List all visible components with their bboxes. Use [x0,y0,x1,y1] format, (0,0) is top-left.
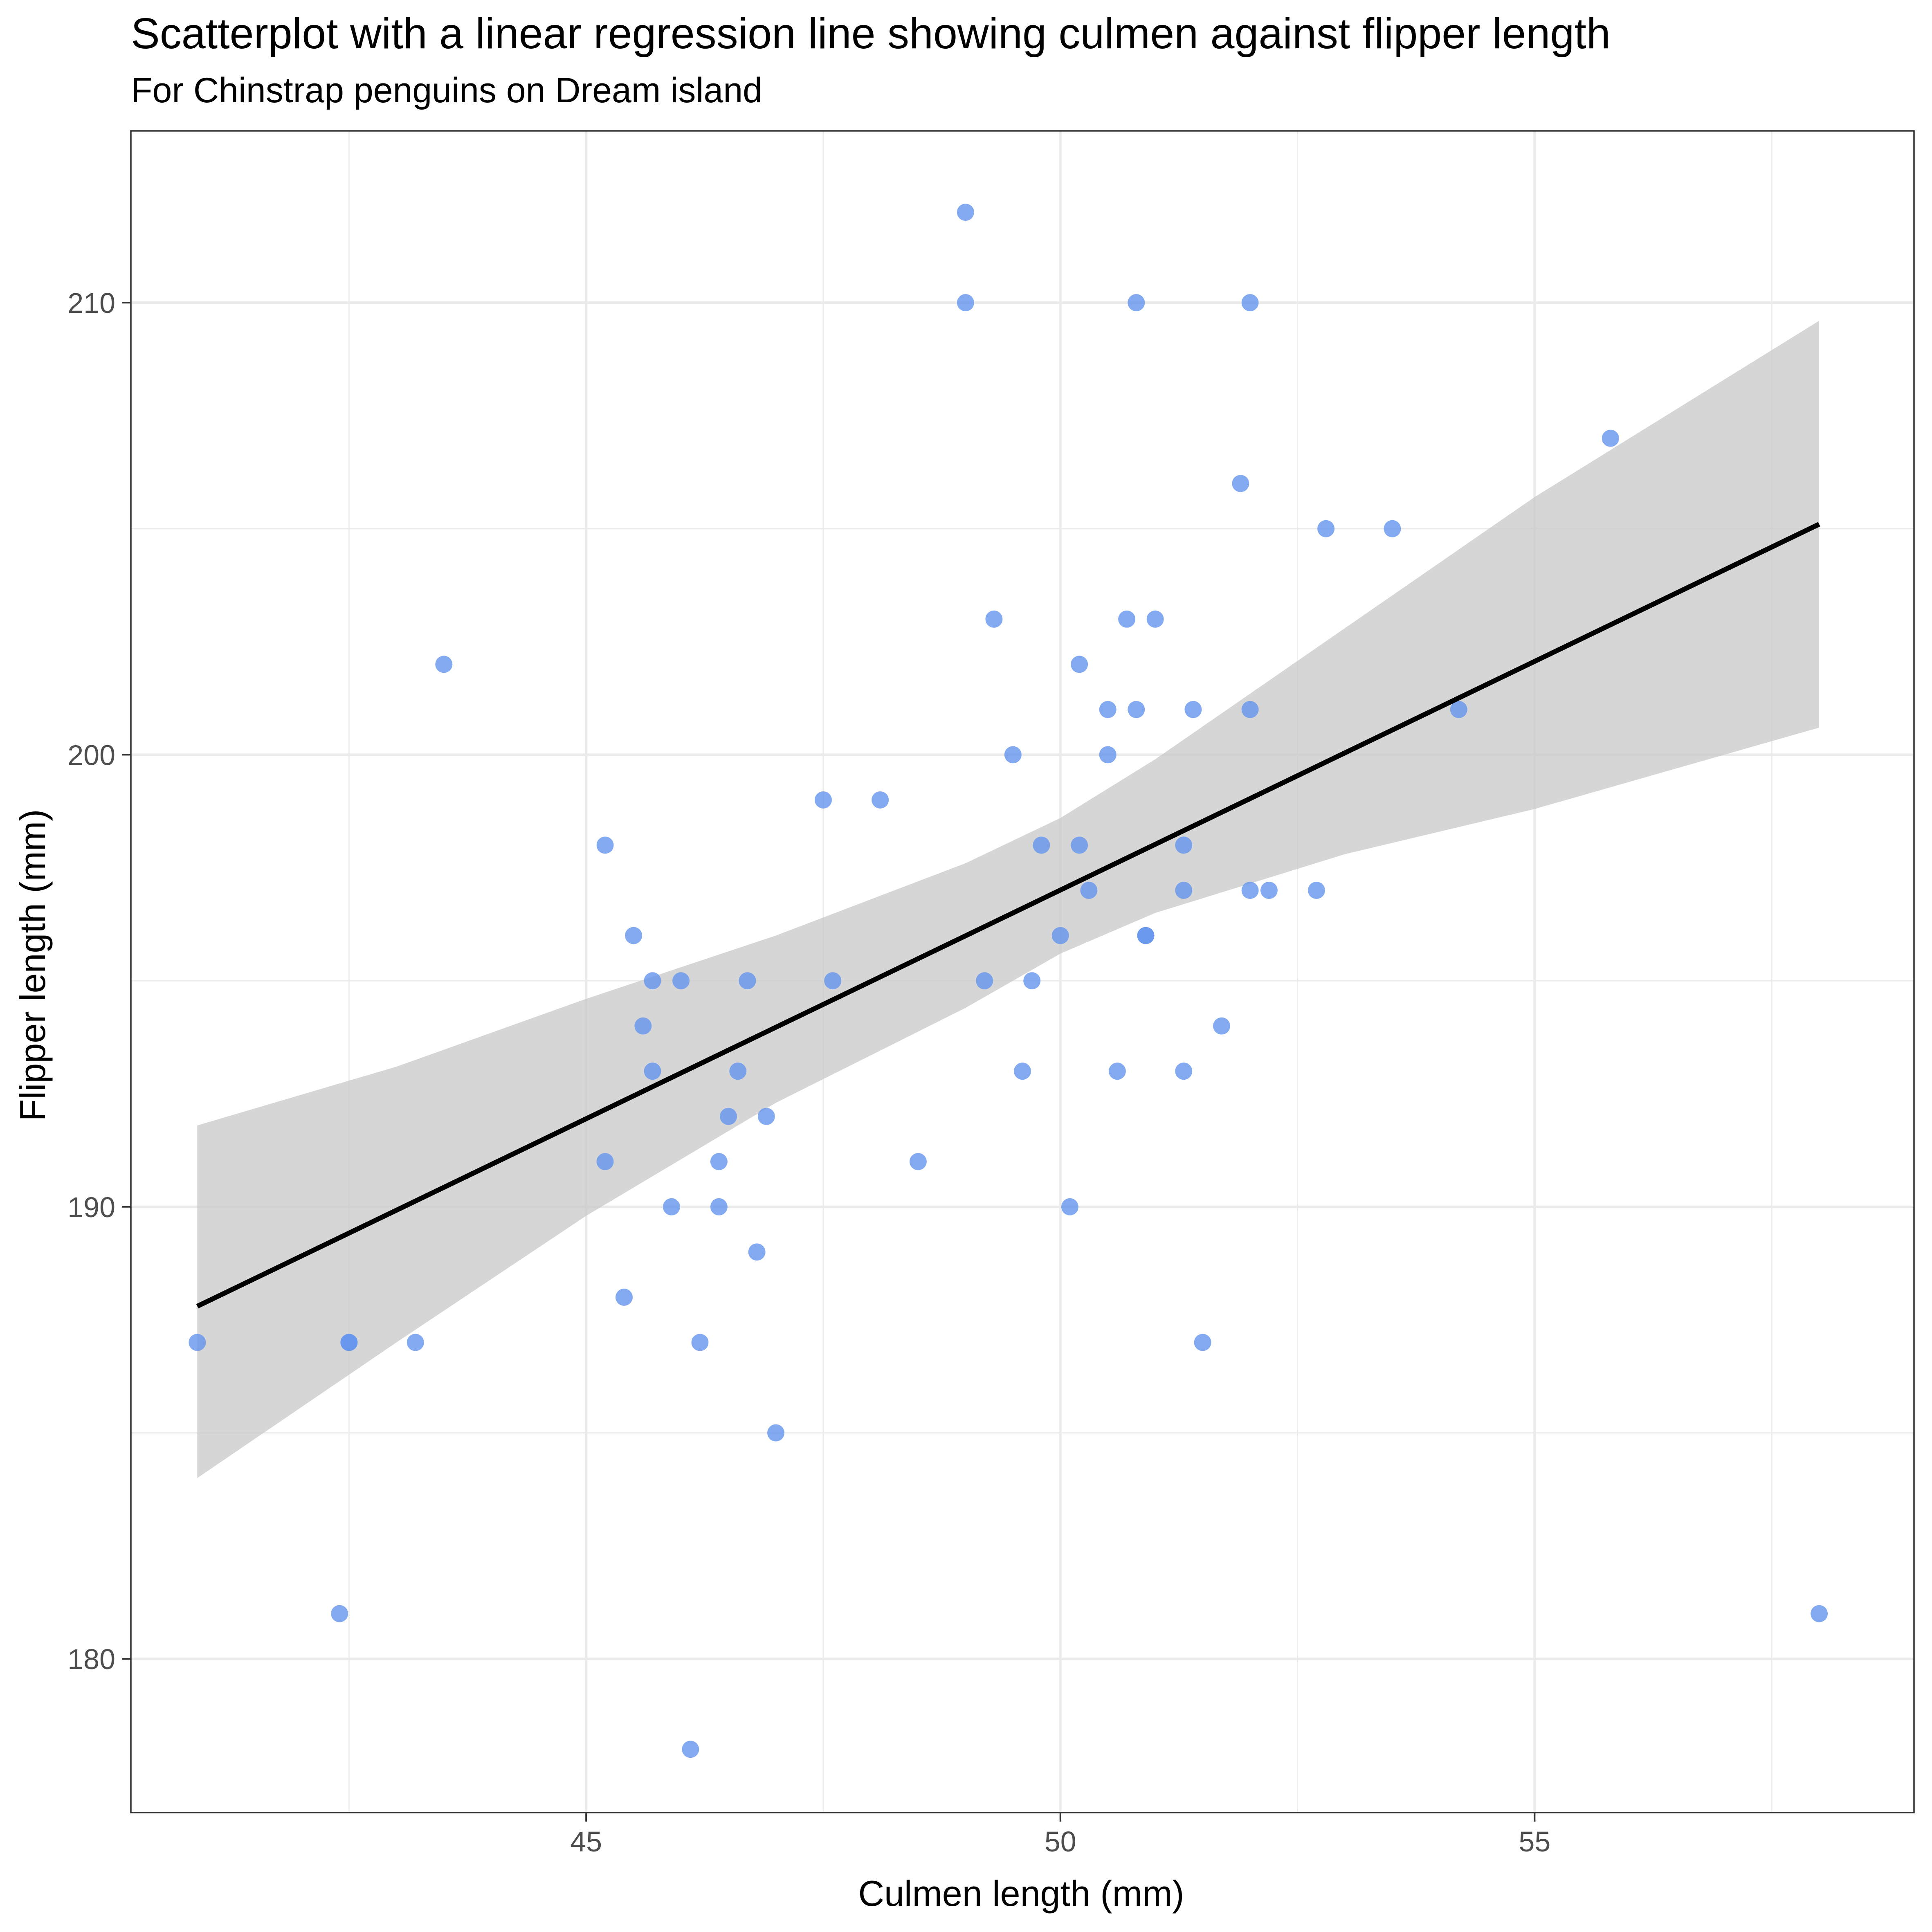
data-points [189,203,1828,1758]
data-point [824,972,842,990]
data-point [1175,836,1193,854]
data-point [1194,1334,1211,1351]
data-point [1137,927,1155,944]
data-point [1241,294,1259,312]
data-point [957,203,974,221]
data-point [814,791,832,809]
data-point [1014,1063,1031,1080]
data-point [331,1605,348,1622]
y-tick-label: 210 [67,287,115,319]
data-point [625,927,643,944]
data-point [729,1063,747,1080]
data-point [691,1334,709,1351]
data-point [1061,1198,1078,1215]
data-point [672,972,690,990]
data-point [1071,656,1088,673]
data-point [710,1198,728,1215]
data-point [1241,882,1259,899]
data-point [1232,475,1249,492]
data-point [1184,701,1202,718]
data-point [739,972,756,990]
data-point [757,1108,775,1125]
data-point [1128,294,1145,312]
regression-line [196,522,1820,1309]
confidence-band-layer [197,321,1820,1478]
data-point [682,1741,699,1758]
data-point [1260,882,1278,899]
data-point [644,972,661,990]
data-point [1118,610,1136,628]
data-point [1384,520,1401,537]
data-point [957,294,974,312]
data-point [435,656,453,673]
data-point [976,972,993,990]
data-point [644,1063,661,1080]
data-point [615,1288,633,1306]
data-point [1307,882,1325,899]
data-point [1811,1605,1828,1622]
y-tick-label: 190 [67,1191,115,1223]
y-tick-label: 180 [67,1643,115,1675]
data-point [1071,836,1088,854]
data-point [1004,746,1022,764]
panel-border [130,130,1915,1813]
data-point [985,610,1003,628]
data-point [909,1153,927,1170]
chart-title: Scatterplot with a linear regression lin… [131,9,1611,58]
confidence-band [197,321,1820,1478]
data-point [663,1198,680,1215]
data-point [1602,429,1619,447]
data-point [1213,1017,1231,1035]
data-point [634,1017,652,1035]
data-point [1128,701,1145,718]
data-point [720,1108,737,1125]
data-point [596,836,614,854]
data-point [1099,746,1117,764]
data-point [767,1424,785,1442]
data-point [407,1334,424,1351]
data-point [1175,1063,1193,1080]
regression-line-layer [196,522,1820,1309]
x-tick-label: 50 [1045,1826,1076,1858]
x-axis: 45 50 55 [570,1813,1550,1858]
data-point [872,791,889,809]
data-point [1146,610,1164,628]
data-point [1099,701,1117,718]
data-point [1241,701,1259,718]
x-axis-title: Culmen length (mm) [858,1873,1184,1914]
data-point [748,1243,766,1261]
x-tick-label: 45 [570,1826,602,1858]
data-point [340,1334,358,1351]
data-point [1033,836,1050,854]
data-point [1450,701,1467,718]
data-point [1023,972,1041,990]
data-point [189,1334,206,1351]
y-axis: 180 190 200 210 [67,287,131,1675]
data-point [710,1153,728,1170]
data-point [1317,520,1335,537]
y-axis-title: Flipper length (mm) [12,809,53,1121]
grid-lines [131,131,1914,1813]
y-tick-label: 200 [67,739,115,771]
x-tick-label: 55 [1519,1826,1550,1858]
data-point [596,1153,614,1170]
chart-subtitle: For Chinstrap penguins on Dream island [131,71,762,110]
data-point [1175,882,1193,899]
data-point [1080,882,1098,899]
data-point [1108,1063,1126,1080]
data-point [1051,927,1069,944]
